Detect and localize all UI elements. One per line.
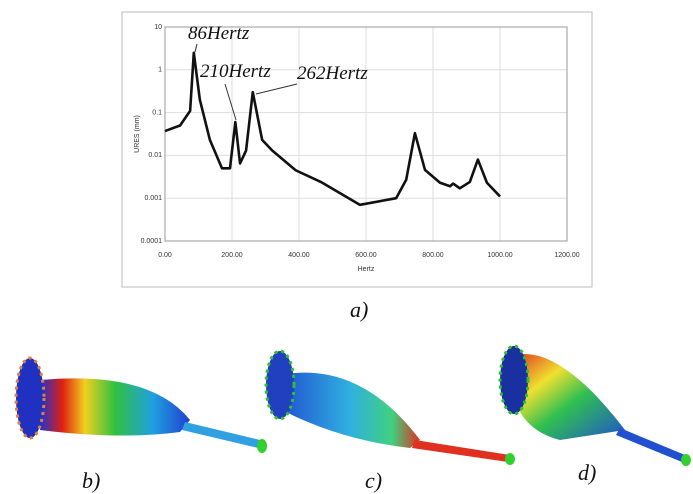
y-tick-label: 0.0001 [141, 238, 163, 245]
annotation: 210Hertz [200, 61, 271, 82]
y-tick-label: 0.01 [148, 152, 162, 159]
mode-shape-c [264, 349, 515, 465]
caption: b) [82, 468, 100, 493]
caption: a) [350, 297, 368, 322]
caption: d) [578, 460, 596, 485]
leader-line [224, 83, 237, 121]
plot-border [164, 26, 568, 242]
plot: 0.00 200.00 400.00 600.00 800.00 1000.00 1200.… [134, 24, 580, 273]
x-tick-label: 800.00 [422, 252, 444, 259]
x-tick-label: 400.00 [288, 252, 310, 259]
y-tick-label: 1 [158, 67, 162, 74]
leader-line [255, 83, 298, 95]
caption: c) [365, 468, 382, 493]
x-axis-label: Hertz [358, 266, 375, 273]
mode-shape-d [498, 344, 691, 466]
annotation: 86Hertz [188, 23, 250, 44]
x-tick-label: 1200.00 [554, 252, 579, 259]
y-tick-label: 0.001 [144, 195, 162, 202]
leader-line [194, 43, 198, 53]
x-tick-label: 0.00 [158, 252, 172, 259]
mode-shape-b [14, 356, 267, 453]
data-line [164, 51, 501, 207]
y-axis-label: URES (mm) [134, 115, 141, 153]
x-tick-label: 1000.00 [487, 252, 512, 259]
y-tick-label: 0.1 [152, 109, 162, 116]
x-tick-label: 600.00 [355, 252, 377, 259]
x-tick-label: 200.00 [221, 252, 243, 259]
annotation: 262Hertz [297, 63, 368, 84]
y-tick-label: 10 [154, 24, 162, 31]
